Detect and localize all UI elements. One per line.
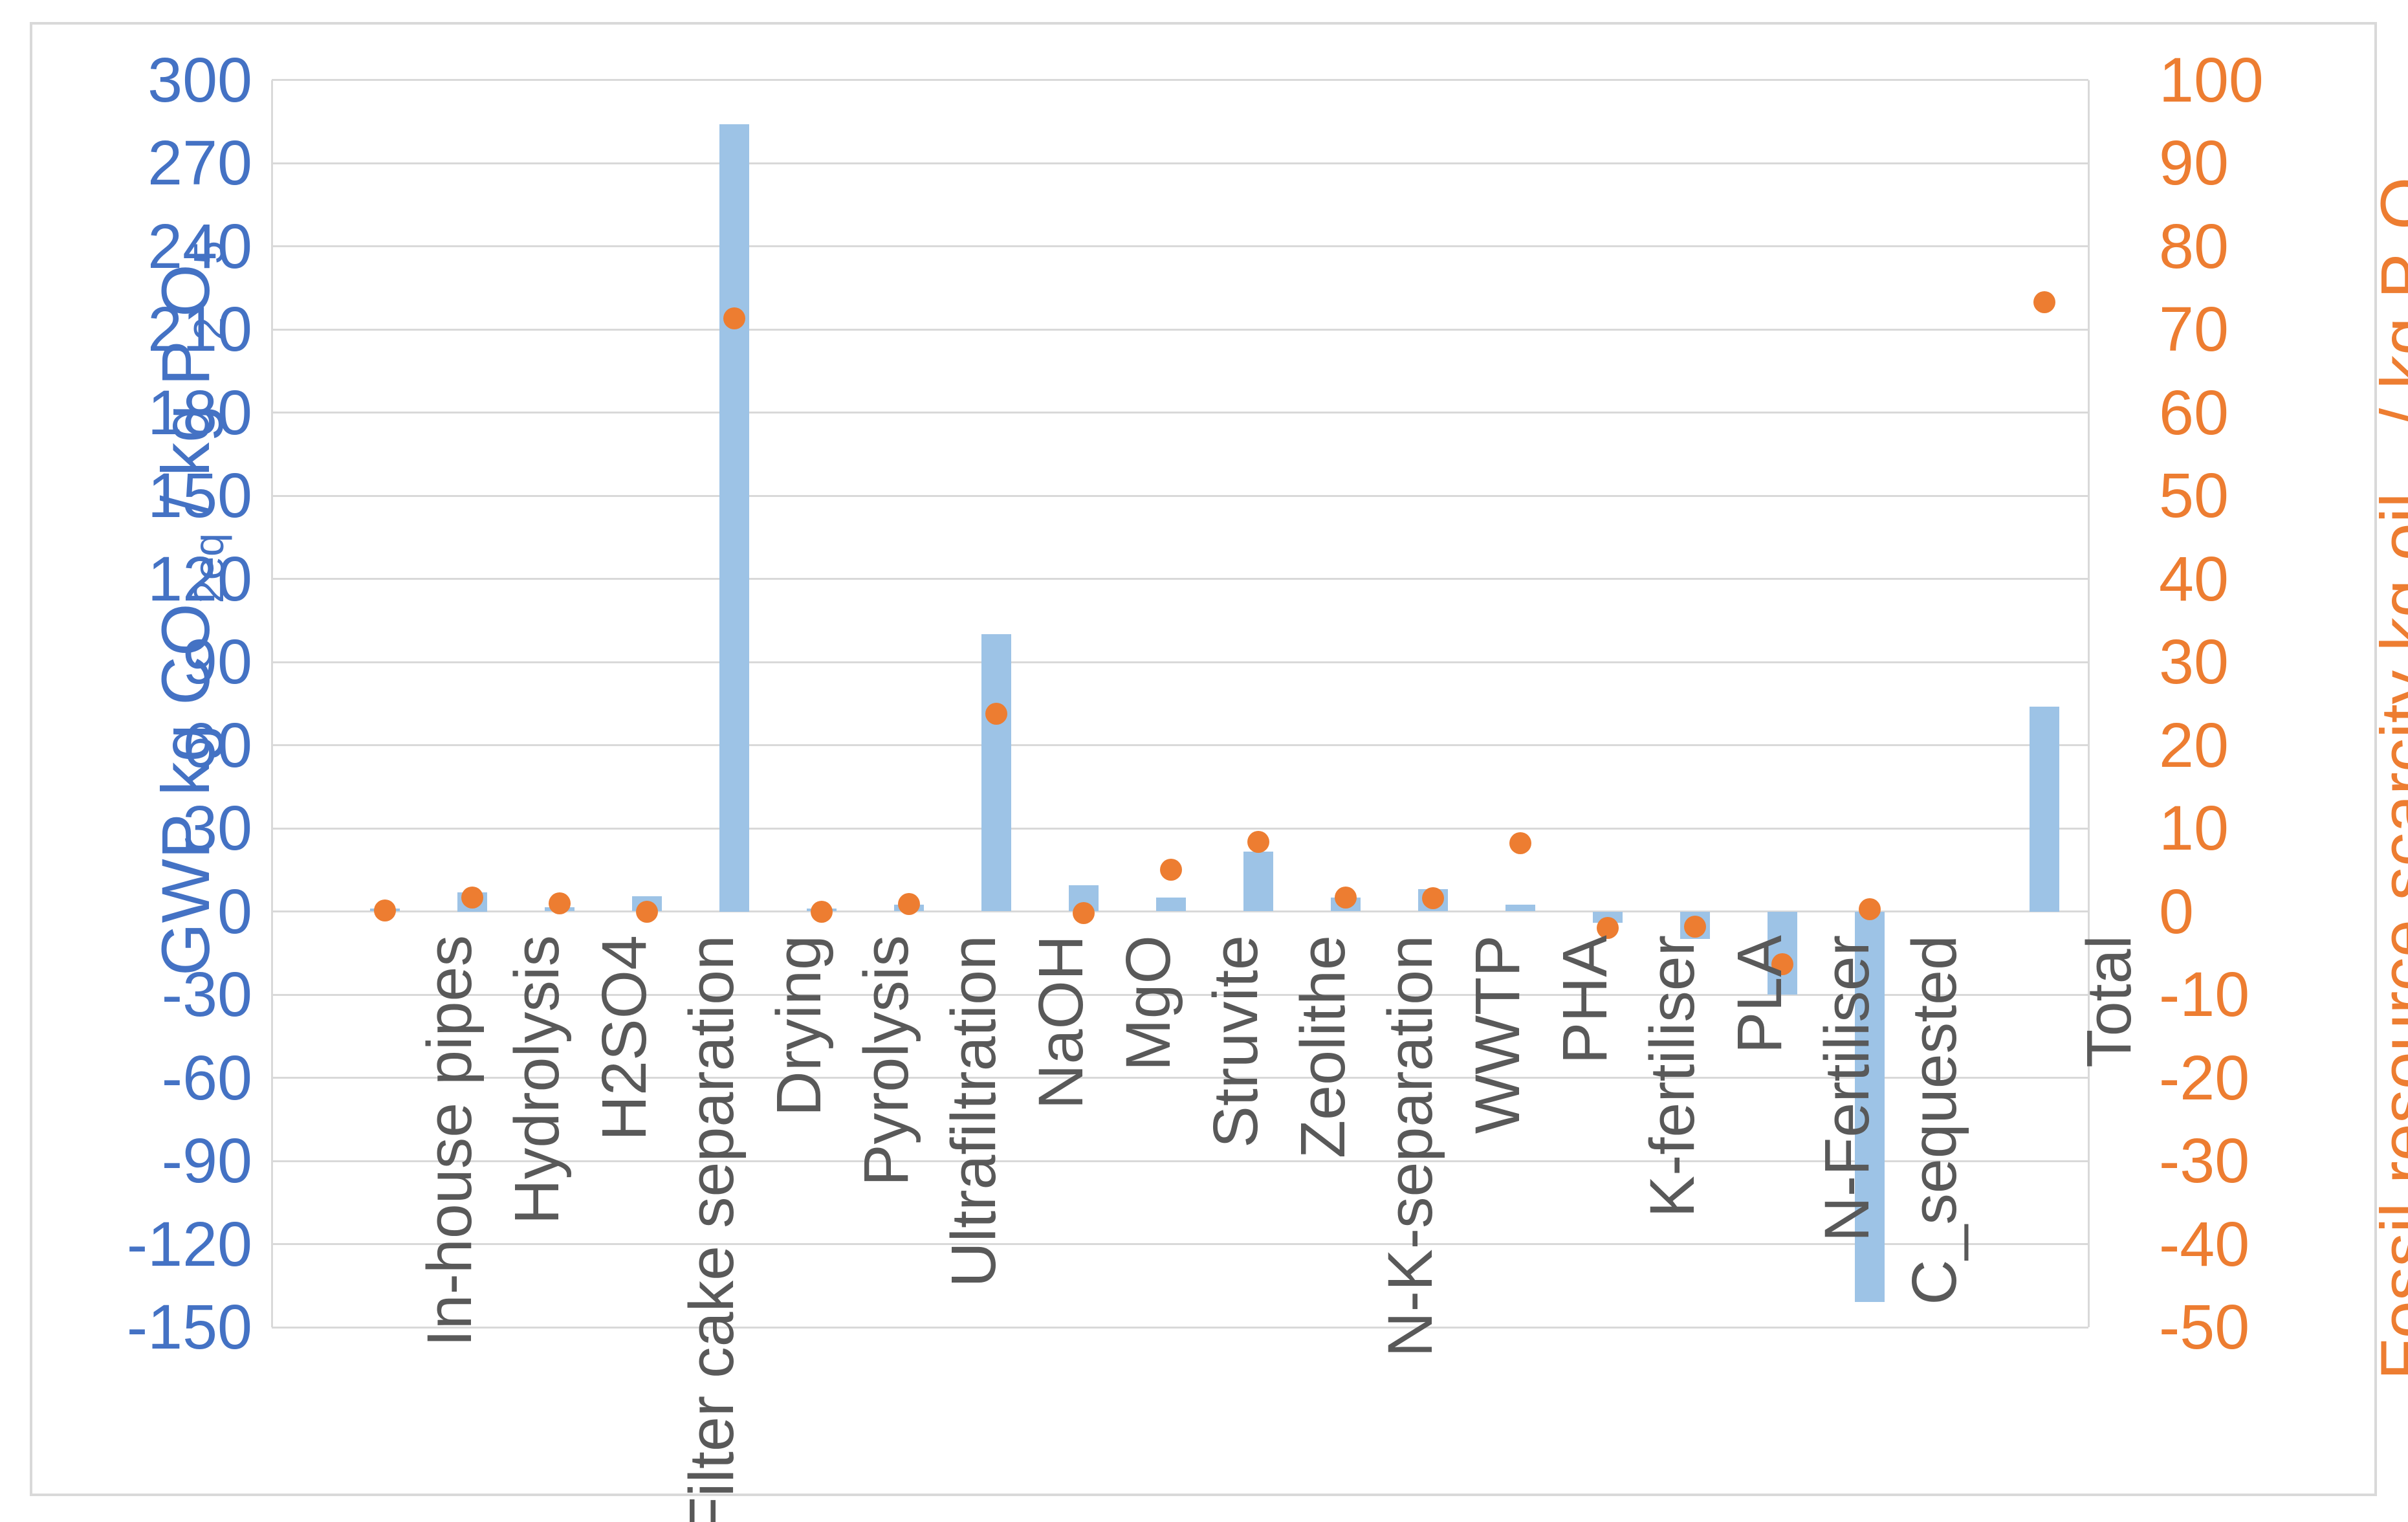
category-label-k-fertiliser: K-fertiliser [1637, 935, 1707, 1218]
category-label-ultrafiltration: Ultrafiltration [938, 935, 1009, 1288]
left-axis-tick-label: 120 [148, 543, 252, 614]
gridline [272, 1326, 2088, 1329]
gridline [272, 412, 2088, 414]
dot-h2so4 [549, 892, 571, 914]
category-label-drying: Drying [763, 935, 834, 1117]
bar-zeolithe [1243, 852, 1273, 912]
dot-pha [1509, 832, 1531, 855]
dot-mgo [1073, 902, 1095, 925]
bar-pha [1505, 904, 1535, 912]
right-axis-tick-label: 30 [2159, 626, 2229, 697]
bar-naoh [981, 634, 1011, 912]
gridline [272, 1077, 2088, 1079]
dot-pla [1684, 915, 1706, 938]
gridline [272, 661, 2088, 663]
right-axis-tick-label: 0 [2159, 876, 2194, 947]
left-axis-tick-label: -120 [126, 1208, 252, 1279]
plot-right-border [2087, 80, 2090, 1327]
right-axis-tick-label: -30 [2159, 1125, 2250, 1196]
category-label-total: Total [2074, 935, 2144, 1068]
dot-c-sequested [1859, 898, 1881, 920]
dot-struvite [1160, 859, 1182, 881]
dot-drying [723, 307, 745, 330]
category-label-struvite: Struvite [1200, 935, 1271, 1148]
left-axis-tick-label: 240 [148, 210, 252, 281]
gridline [272, 1160, 2088, 1162]
gridline [272, 328, 2088, 331]
right-axis-tick-label: 20 [2159, 709, 2229, 780]
dot-ultrafiltration [898, 892, 920, 915]
right-axis-tick-label: 70 [2159, 294, 2229, 364]
left-axis-tick-label: 60 [182, 709, 252, 780]
dot-total [2033, 291, 2055, 313]
right-axis-tick-label: 50 [2159, 460, 2229, 531]
category-label-pla: PLA [1724, 935, 1795, 1054]
category-label-in-house-pipes: In-house pipes [414, 935, 485, 1347]
dot-filter-cake-separation [636, 900, 658, 923]
plot-left-border [270, 80, 273, 1327]
bar-total [2030, 706, 2059, 912]
category-label-filter-cake-separation: Filter cake separation [676, 935, 747, 1522]
gridline [272, 1243, 2088, 1245]
category-label-h2so4: H2SO4 [589, 935, 659, 1142]
left-axis-tick-label: 270 [148, 127, 252, 198]
gridline [272, 578, 2088, 580]
gridline-zero [272, 910, 2088, 912]
dot-pyrolysis [811, 900, 833, 923]
dot-in-house-pipes [374, 899, 396, 922]
left-axis-tick-label: 300 [148, 44, 252, 115]
right-axis-tick-label: 90 [2159, 127, 2229, 198]
dot-zeolithe [1247, 830, 1269, 853]
left-axis-tick-label: 210 [148, 294, 252, 364]
left-axis-tick-label: 150 [148, 460, 252, 531]
left-axis-tick-label: -30 [161, 959, 252, 1030]
left-axis-tick-label: 180 [148, 377, 252, 448]
gridline [272, 79, 2088, 81]
category-label-mgo: MgO [1113, 935, 1183, 1072]
gridline [272, 162, 2088, 164]
gridline [272, 993, 2088, 996]
category-label-n-fertiliser: N-Fertiliser [1811, 935, 1882, 1242]
left-axis-tick-label: 30 [182, 793, 252, 863]
category-label-naoh: NaOH [1025, 935, 1096, 1110]
left-axis-title: GWP kg CO2eq / kg P2O5 [148, 241, 232, 976]
bar-struvite [1156, 898, 1186, 912]
right-axis-title: Fossil resource scarcity kg oileq / kg P… [2367, 153, 2408, 1380]
gridline [272, 744, 2088, 746]
category-label-pha: PHA [1549, 935, 1620, 1064]
gridline [272, 245, 2088, 247]
gridline [272, 494, 2088, 497]
dot-n-fertiliser [1771, 953, 1793, 975]
right-axis-tick-label: -10 [2159, 959, 2250, 1030]
category-label-n-k-separation: N-K-separation [1375, 935, 1445, 1358]
right-axis-tick-label: -50 [2159, 1292, 2250, 1362]
category-label-pyrolysis: Pyrolysis [851, 935, 921, 1187]
right-axis-tick-label: 40 [2159, 543, 2229, 614]
category-label-hydrolysis: Hydrolysis [501, 935, 572, 1225]
right-axis-tick-label: -20 [2159, 1042, 2250, 1113]
left-axis-tick-label: -90 [161, 1125, 252, 1196]
left-axis-tick-label: 90 [182, 626, 252, 697]
category-label-c-sequested: C_sequested [1899, 935, 1969, 1305]
right-axis-tick-label: 100 [2159, 44, 2264, 115]
dot-wwtp [1422, 887, 1444, 909]
dot-k-fertiliser [1597, 917, 1619, 940]
chart-border [30, 22, 2377, 1496]
dot-n-k-separation [1335, 886, 1357, 909]
bar-drying [719, 124, 749, 912]
gridline [272, 827, 2088, 830]
dot-naoh [985, 702, 1007, 725]
bar-c-sequested [1855, 911, 1885, 1303]
category-label-wwtp: WWTP [1462, 935, 1533, 1134]
left-axis-tick-label: 0 [217, 876, 252, 947]
right-axis-tick-label: 60 [2159, 377, 2229, 448]
dot-hydrolysis [461, 886, 483, 909]
left-axis-tick-label: -60 [161, 1042, 252, 1113]
left-axis-tick-label: -150 [126, 1292, 252, 1362]
category-label-zeolithe: Zeolithe [1287, 935, 1358, 1159]
right-axis-tick-label: 80 [2159, 210, 2229, 281]
right-axis-tick-label: 10 [2159, 793, 2229, 863]
right-axis-tick-label: -40 [2159, 1208, 2250, 1279]
